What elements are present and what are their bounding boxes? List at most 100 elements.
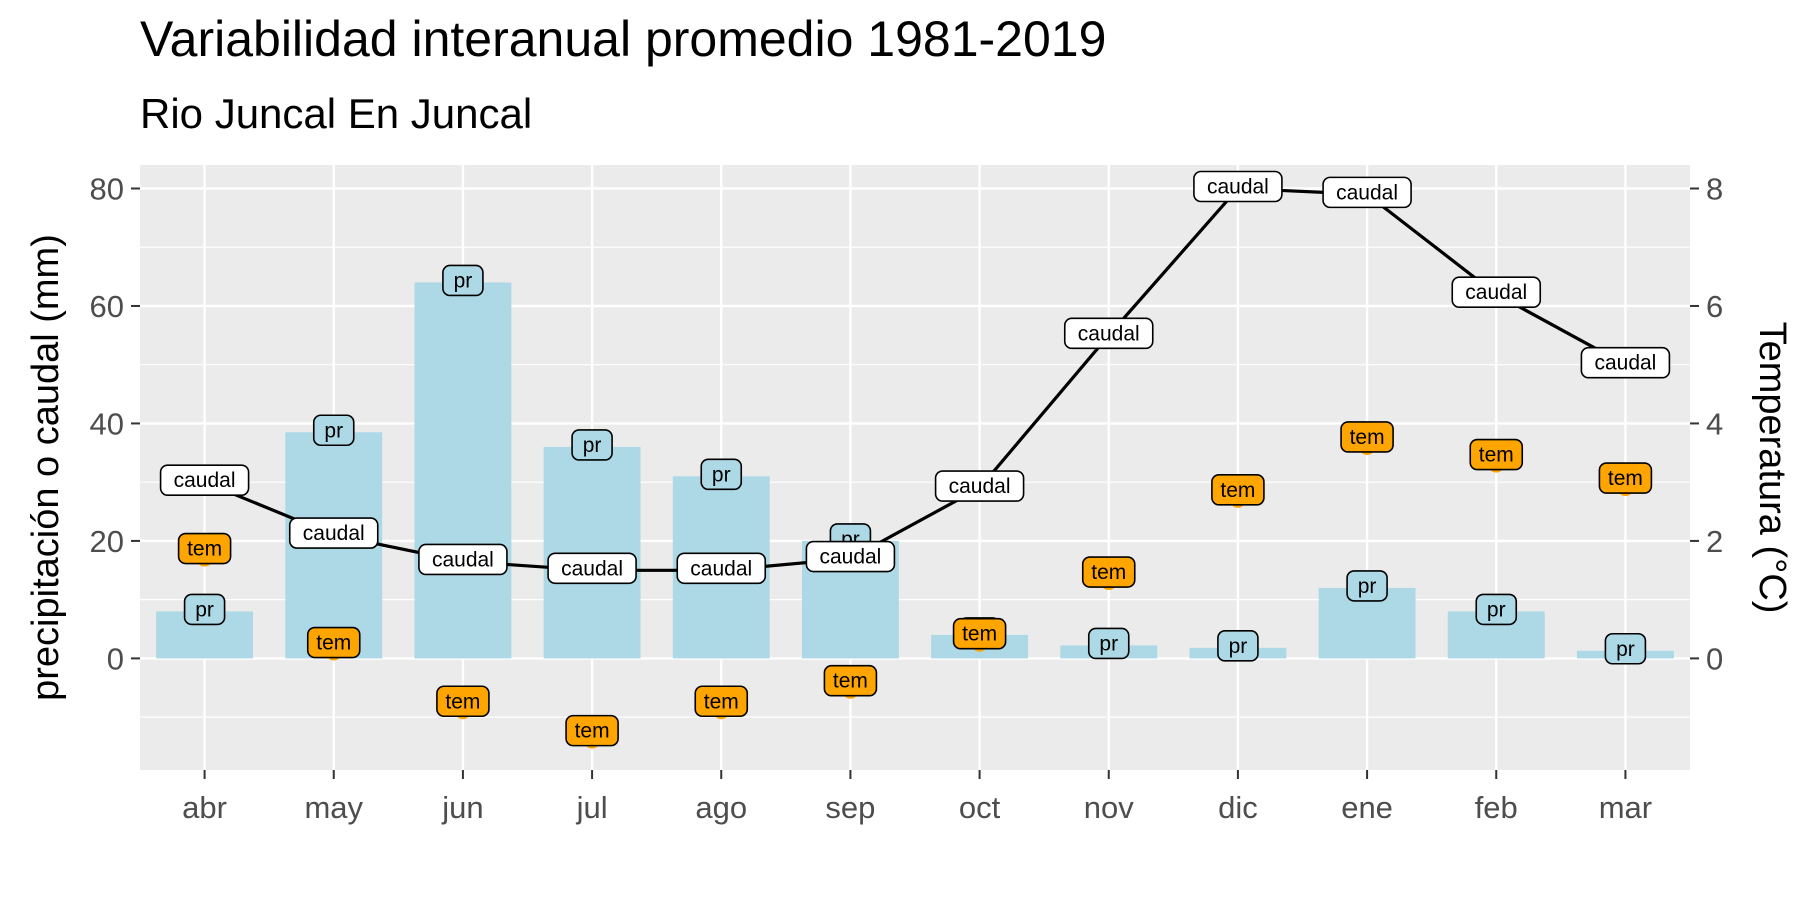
label-pr-text: pr [1487, 598, 1506, 621]
y-tick-label: 60 [90, 289, 124, 324]
label-caudal-text: caudal [1465, 281, 1527, 304]
label-tem: tem [1081, 556, 1136, 588]
label-pr-text: pr [324, 419, 343, 442]
label-pr-text: pr [1616, 638, 1635, 661]
label-caudal-text: caudal [1594, 352, 1656, 375]
label-pr: pr [312, 414, 355, 447]
label-tem-text: tem [1479, 444, 1514, 467]
label-tem-text: tem [445, 690, 480, 713]
x-tick-label: jun [441, 790, 483, 825]
label-caudal-box [418, 543, 508, 576]
label-caudal: caudal [1451, 276, 1542, 309]
x-tick-label: dic [1218, 790, 1258, 825]
label-caudal: caudal [418, 543, 508, 576]
label-pr: pr [1217, 630, 1259, 662]
label-tem: tem [952, 617, 1007, 650]
y2-axis-title: Temperatura (°C) [1751, 322, 1793, 614]
label-caudal-text: caudal [432, 548, 494, 571]
label-caudal-text: caudal [561, 557, 623, 580]
x-tick-label: may [304, 790, 363, 825]
x-tick-label: ene [1341, 790, 1393, 825]
label-pr-box [442, 264, 484, 297]
label-tem-text: tem [316, 632, 351, 655]
label-tem: tem [694, 685, 749, 718]
label-caudal: caudal [288, 517, 379, 549]
label-tem: tem [436, 685, 490, 718]
label-pr-text: pr [583, 434, 602, 457]
label-pr-text: pr [712, 463, 731, 486]
label-tem-box [436, 685, 490, 718]
label-pr-text: pr [195, 598, 214, 621]
label-caudal-box [159, 464, 250, 496]
label-caudal: caudal [1063, 317, 1154, 350]
label-caudal-text: caudal [303, 522, 365, 545]
label-pr-box [312, 414, 355, 447]
label-tem: tem [1340, 421, 1394, 453]
x-tick-label: feb [1475, 790, 1518, 825]
label-tem: tem [823, 664, 878, 697]
label-caudal: caudal [1580, 346, 1671, 379]
y-tick-label: 0 [107, 641, 124, 676]
label-tem-box [1081, 556, 1136, 588]
label-tem: tem [177, 532, 232, 565]
label-caudal: caudal [547, 552, 637, 585]
label-pr-box [1604, 632, 1647, 665]
label-tem: tem [1211, 474, 1265, 506]
label-tem-text: tem [704, 690, 739, 713]
plot-panel [140, 165, 1690, 770]
x-tick-label: mar [1599, 790, 1652, 825]
label-caudal-box [1322, 176, 1412, 209]
label-tem-text: tem [962, 623, 997, 646]
label-caudal-box [934, 470, 1025, 502]
label-pr: pr [1604, 632, 1647, 665]
label-pr: pr [1087, 627, 1130, 660]
label-pr: pr [1346, 570, 1388, 602]
label-caudal: caudal [159, 464, 250, 496]
label-caudal: caudal [934, 470, 1025, 502]
label-caudal: caudal [1193, 170, 1283, 203]
y-tick-label: 20 [90, 524, 124, 559]
label-tem-text: tem [1608, 467, 1643, 490]
label-tem-box [306, 626, 361, 659]
bar-pr [414, 282, 512, 659]
label-caudal-text: caudal [949, 475, 1011, 498]
label-caudal-box [1193, 170, 1283, 203]
y2-tick-label: 2 [1706, 524, 1723, 559]
label-tem-box [1211, 474, 1265, 506]
label-caudal: caudal [1322, 176, 1412, 209]
x-tick-label: sep [825, 790, 875, 825]
label-tem: tem [306, 626, 361, 659]
label-tem-box [823, 664, 878, 697]
label-pr: pr [183, 593, 226, 626]
label-caudal-box [676, 552, 767, 585]
label-pr-box [700, 458, 743, 491]
y-tick-label: 40 [90, 406, 124, 441]
label-tem-box [565, 714, 619, 747]
y-axis-title: precipitación o caudal (mm) [25, 234, 67, 701]
label-caudal: caudal [805, 540, 896, 573]
label-pr-text: pr [1358, 575, 1377, 598]
label-caudal-box [805, 540, 896, 573]
label-caudal-text: caudal [1207, 175, 1269, 198]
y2-tick-label: 6 [1706, 289, 1723, 324]
label-pr-text: pr [1099, 632, 1118, 655]
x-tick-label: oct [959, 790, 1001, 825]
label-pr-box [1087, 627, 1130, 660]
label-tem: tem [1469, 438, 1524, 471]
x-tick-label: nov [1084, 790, 1134, 825]
x-tick-label: jul [576, 790, 608, 825]
chart-title: Variabilidad interanual promedio 1981-20… [140, 11, 1107, 67]
label-tem-box [177, 532, 232, 565]
label-tem-text: tem [1091, 561, 1126, 584]
label-caudal-text: caudal [819, 546, 881, 569]
x-tick-label: ago [695, 790, 747, 825]
label-caudal-box [1063, 317, 1154, 350]
label-caudal-box [547, 552, 637, 585]
label-tem-box [1598, 462, 1653, 494]
label-tem-box [1469, 438, 1524, 471]
label-pr-box [183, 593, 226, 626]
label-pr: pr [700, 458, 743, 491]
y2-tick-label: 4 [1706, 406, 1723, 441]
label-tem-box [1340, 421, 1394, 453]
